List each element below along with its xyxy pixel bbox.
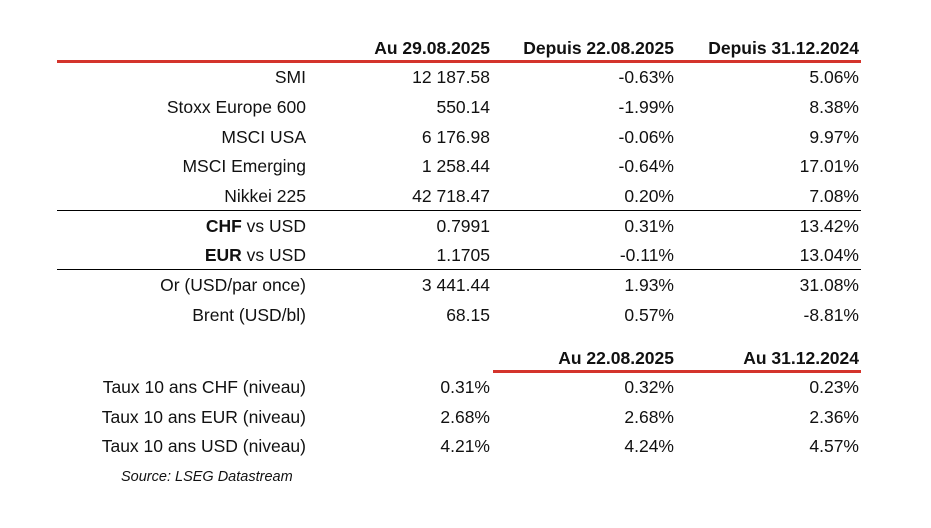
row-eur-usd-value: 1.1705 [436,244,490,266]
row-gold-week-change: 1.93% [624,274,674,296]
row-smi-value: 12 187.58 [412,66,490,88]
row-stoxx-week-change: -1.99% [619,96,674,118]
row-label-eur-usd: EUR vs USD [205,244,306,266]
row-label-gold: Or (USD/par once) [160,274,306,296]
row-rate-chf-prev-week: 0.32% [624,376,674,398]
row-label-nikkei: Nikkei 225 [224,185,306,207]
pair-suffix: vs USD [242,245,306,265]
source-note: Source: LSEG Datastream [121,467,293,487]
header-au-31-12-2024: Au 31.12.2024 [743,347,859,369]
divider-equities-fx [57,210,861,211]
header-depuis-31-12-2024: Depuis 31.12.2024 [708,37,859,59]
header-au-29-08-2025: Au 29.08.2025 [374,37,490,59]
row-stoxx-value: 550.14 [436,96,490,118]
row-brent-value: 68.15 [446,304,490,326]
row-chf-usd-value: 0.7991 [436,215,490,237]
row-rate-eur-prev-week: 2.68% [624,406,674,428]
currency-code-eur: EUR [205,245,242,265]
row-nikkei-ytd-change: 7.08% [809,185,859,207]
row-gold-ytd-change: 31.08% [800,274,859,296]
row-msci-emerging-ytd-change: 17.01% [800,155,859,177]
row-rate-usd-current: 4.21% [440,435,490,457]
row-chf-usd-week-change: 0.31% [624,215,674,237]
row-rate-eur-current: 2.68% [440,406,490,428]
divider-fx-commodities [57,269,861,270]
row-label-msci-usa: MSCI USA [221,126,306,148]
row-smi-week-change: -0.63% [619,66,674,88]
row-brent-ytd-change: -8.81% [804,304,859,326]
row-label-rate-usd: Taux 10 ans USD (niveau) [102,435,306,457]
pair-suffix: vs USD [242,216,306,236]
currency-code-chf: CHF [206,216,242,236]
row-gold-value: 3 441.44 [422,274,490,296]
row-label-msci-emerging: MSCI Emerging [182,155,306,177]
row-rate-chf-year-end: 0.23% [809,376,859,398]
row-smi-ytd-change: 5.06% [809,66,859,88]
rates-header-red-rule [493,370,861,373]
row-label-chf-usd: CHF vs USD [206,215,306,237]
row-rate-usd-year-end: 4.57% [809,435,859,457]
row-brent-week-change: 0.57% [624,304,674,326]
row-chf-usd-ytd-change: 13.42% [800,215,859,237]
row-msci-emerging-week-change: -0.64% [619,155,674,177]
row-label-rate-chf: Taux 10 ans CHF (niveau) [103,376,306,398]
row-stoxx-ytd-change: 8.38% [809,96,859,118]
row-rate-chf-current: 0.31% [440,376,490,398]
header-red-rule [57,60,861,63]
row-msci-usa-week-change: -0.06% [619,126,674,148]
row-msci-emerging-value: 1 258.44 [422,155,490,177]
row-label-brent: Brent (USD/bl) [192,304,306,326]
row-eur-usd-week-change: -0.11% [620,244,674,266]
row-rate-usd-prev-week: 4.24% [624,435,674,457]
row-rate-eur-year-end: 2.36% [809,406,859,428]
row-eur-usd-ytd-change: 13.04% [800,244,859,266]
row-nikkei-week-change: 0.20% [624,185,674,207]
market-table-page: Au 29.08.2025 Depuis 22.08.2025 Depuis 3… [0,0,931,528]
row-msci-usa-value: 6 176.98 [422,126,490,148]
row-label-stoxx: Stoxx Europe 600 [167,96,306,118]
row-nikkei-value: 42 718.47 [412,185,490,207]
row-msci-usa-ytd-change: 9.97% [809,126,859,148]
row-label-smi: SMI [275,66,306,88]
header-au-22-08-2025: Au 22.08.2025 [558,347,674,369]
row-label-rate-eur: Taux 10 ans EUR (niveau) [102,406,306,428]
header-depuis-22-08-2025: Depuis 22.08.2025 [523,37,674,59]
